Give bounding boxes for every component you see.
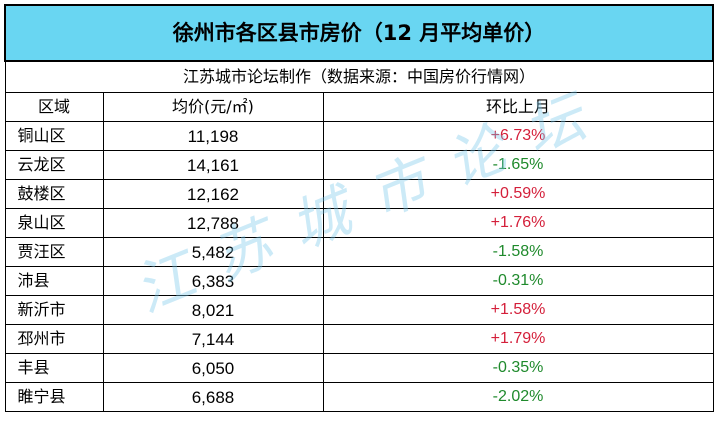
district-cell: 铜山区 xyxy=(4,121,104,151)
price-cell: 5,482 xyxy=(102,237,324,267)
price-cell: 7,144 xyxy=(102,324,324,354)
table-row: 新沂市 8,021 +1.58% xyxy=(4,295,714,325)
district-cell: 邳州市 xyxy=(4,324,104,354)
price-cell: 14,161 xyxy=(102,150,324,180)
change-cell: -2.02% xyxy=(322,382,714,412)
header-district: 区域 xyxy=(4,92,104,122)
change-cell: -0.35% xyxy=(322,353,714,383)
table-row: 泉山区 12,788 +1.76% xyxy=(4,208,714,238)
price-cell: 11,198 xyxy=(102,121,324,151)
table-row: 云龙区 14,161 -1.65% xyxy=(4,150,714,180)
title-row: 徐州市各区县市房价（12 月平均单价） xyxy=(3,4,715,62)
price-cell: 12,788 xyxy=(102,208,324,238)
table-row: 邳州市 7,144 +1.79% xyxy=(4,324,714,354)
table-row: 丰县 6,050 -0.35% xyxy=(4,353,714,383)
district-cell: 新沂市 xyxy=(4,295,104,325)
price-cell: 6,383 xyxy=(102,266,324,296)
change-cell: -1.65% xyxy=(322,150,714,180)
page-title: 徐州市各区县市房价（12 月平均单价） xyxy=(3,4,715,62)
price-table: 徐州市各区县市房价（12 月平均单价） 江苏城市论坛制作（数据来源：中国房价行情… xyxy=(3,4,715,412)
subtitle-row: 江苏城市论坛制作（数据来源：中国房价行情网） xyxy=(4,60,714,93)
change-cell: +1.79% xyxy=(322,324,714,354)
change-cell: +1.76% xyxy=(322,208,714,238)
header-change: 环比上月 xyxy=(322,92,714,122)
table-row: 贾汪区 5,482 -1.58% xyxy=(4,237,714,267)
price-sheet: 徐州市各区县市房价（12 月平均单价） 江苏城市论坛制作（数据来源：中国房价行情… xyxy=(3,4,715,412)
change-cell: +0.59% xyxy=(322,179,714,209)
table-row: 沛县 6,383 -0.31% xyxy=(4,266,714,296)
page-subtitle: 江苏城市论坛制作（数据来源：中国房价行情网） xyxy=(4,60,714,93)
price-cell: 12,162 xyxy=(102,179,324,209)
change-cell: -1.58% xyxy=(322,237,714,267)
district-cell: 云龙区 xyxy=(4,150,104,180)
change-cell: +1.58% xyxy=(322,295,714,325)
price-cell: 6,688 xyxy=(102,382,324,412)
change-cell: -0.31% xyxy=(322,266,714,296)
district-cell: 丰县 xyxy=(4,353,104,383)
header-price: 均价(元/㎡) xyxy=(102,92,324,122)
district-cell: 睢宁县 xyxy=(4,382,104,412)
district-cell: 泉山区 xyxy=(4,208,104,238)
district-cell: 鼓楼区 xyxy=(4,179,104,209)
district-cell: 沛县 xyxy=(4,266,104,296)
table-row: 睢宁县 6,688 -2.02% xyxy=(4,382,714,412)
price-cell: 6,050 xyxy=(102,353,324,383)
table-row: 鼓楼区 12,162 +0.59% xyxy=(4,179,714,209)
table-row: 铜山区 11,198 +6.73% xyxy=(4,121,714,151)
price-cell: 8,021 xyxy=(102,295,324,325)
district-cell: 贾汪区 xyxy=(4,237,104,267)
header-row: 区域 均价(元/㎡) 环比上月 xyxy=(4,92,714,122)
change-cell: +6.73% xyxy=(322,121,714,151)
